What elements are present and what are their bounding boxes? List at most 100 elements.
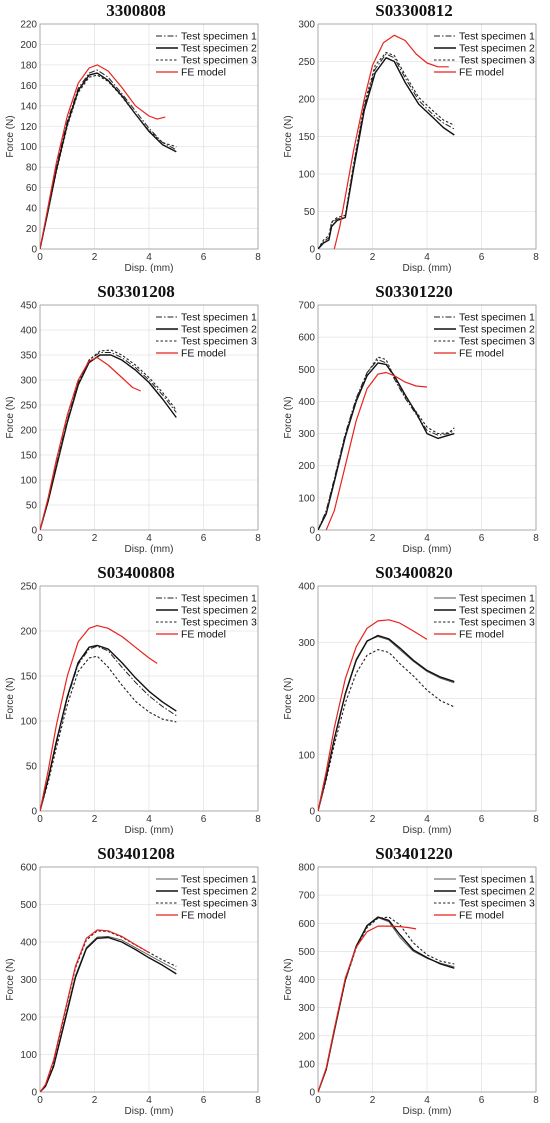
x-tick-label: 0 — [315, 1095, 321, 1106]
x-tick-label: 2 — [92, 533, 98, 544]
y-tick-label: 220 — [20, 20, 37, 31]
y-tick-label: 20 — [26, 224, 38, 235]
y-tick-label: 500 — [298, 365, 315, 376]
x-tick-label: 8 — [533, 1095, 539, 1106]
chart-svg: 0 2 4 6 8 0 50 100 150 200 250 Disp. (mm) Force (N) T… — [5, 582, 261, 837]
plot-frame — [317, 585, 537, 812]
chart-svg: 0 2 4 6 8 0 50 100 150 200 250 300 Disp. (mm) Force (… — [283, 20, 539, 275]
y-tick-label: 300 — [298, 638, 315, 649]
x-tick-label: 0 — [37, 1095, 43, 1106]
y-tick-label: 300 — [20, 376, 37, 387]
y-tick-label: 200 — [298, 95, 315, 106]
x-tick-label: 8 — [533, 252, 539, 263]
y-tick-label: 200 — [298, 694, 315, 705]
y-tick-label: 100 — [20, 142, 37, 153]
y-tick-label: 0 — [309, 526, 315, 537]
series-line-fe-model — [40, 929, 150, 1092]
x-axis-label: Disp. (mm) — [125, 544, 174, 555]
chart-panel: S03400820 0 2 4 6 8 0 100 200 300 400 Disp. (mm) For… — [278, 562, 550, 842]
y-axis-label: Force (N) — [5, 677, 16, 719]
series-line-specimen-2 — [40, 936, 177, 1092]
y-tick-label: 0 — [31, 1088, 37, 1099]
chart-title: S03301208 — [97, 282, 175, 301]
x-axis-label: Disp. (mm) — [125, 1106, 174, 1117]
legend-label: FE model — [181, 348, 226, 360]
y-axis-label: Force (N) — [283, 396, 294, 438]
chart-panel: S03401220 0 2 4 6 8 0 100 200 300 400 500 600 700 800 D… — [278, 843, 550, 1123]
x-tick-label: 4 — [146, 252, 152, 263]
chart-panel: S03300812 0 2 4 6 8 0 50 100 150 200 250 300 Disp. (m… — [278, 0, 550, 280]
x-tick-label: 0 — [315, 252, 321, 263]
x-tick-label: 6 — [479, 533, 485, 544]
x-tick-label: 4 — [424, 814, 430, 825]
y-tick-label: 600 — [298, 919, 315, 930]
series-line-specimen-2 — [318, 634, 455, 811]
plot-frame — [39, 585, 259, 812]
plot-frame — [39, 23, 259, 250]
x-tick-label: 6 — [479, 1095, 485, 1106]
legend-label: FE model — [459, 67, 504, 79]
legend-label: Test specimen 3 — [459, 55, 535, 67]
x-axis-label: Disp. (mm) — [125, 263, 174, 274]
x-tick-label: 4 — [146, 533, 152, 544]
x-tick-label: 0 — [315, 533, 321, 544]
chart-svg: 0 2 4 6 8 0 100 200 300 400 500 600 700 800 Disp. (mm)… — [283, 863, 539, 1118]
x-tick-label: 4 — [424, 533, 430, 544]
y-axis-label: Force (N) — [5, 958, 16, 1000]
series-line-fe-model — [40, 625, 158, 811]
legend-label: Test specimen 3 — [181, 55, 257, 67]
y-tick-label: 50 — [304, 207, 316, 218]
x-tick-label: 6 — [201, 533, 207, 544]
plot-frame — [317, 304, 537, 531]
y-tick-label: 100 — [298, 493, 315, 504]
chart-panel: S03400808 0 2 4 6 8 0 50 100 150 200 250 Disp. (mm) F… — [0, 562, 272, 842]
y-tick-label: 160 — [20, 81, 37, 92]
series-line-specimen-3 — [40, 349, 177, 530]
y-axis-label: Force (N) — [283, 677, 294, 719]
series-line-specimen-3 — [40, 74, 177, 249]
x-tick-label: 4 — [424, 252, 430, 263]
x-tick-label: 4 — [146, 814, 152, 825]
legend-label: Test specimen 2 — [459, 886, 535, 898]
y-tick-label: 0 — [31, 526, 37, 537]
x-tick-label: 6 — [201, 814, 207, 825]
chart-svg: 0 2 4 6 8020406080100120140160180200220Disp.… — [5, 20, 261, 275]
series-line-specimen-2 — [40, 644, 177, 811]
x-tick-label: 6 — [201, 252, 207, 263]
plot-frame — [39, 866, 259, 1093]
y-tick-label: 450 — [20, 301, 37, 312]
series-line-specimen-3 — [318, 649, 455, 811]
y-tick-label: 0 — [309, 807, 315, 818]
legend-label: Test specimen 1 — [459, 593, 535, 605]
y-tick-label: 40 — [26, 204, 38, 215]
x-tick-label: 8 — [255, 1095, 261, 1106]
y-tick-label: 100 — [20, 1050, 37, 1061]
legend-label: FE model — [459, 910, 504, 922]
series-line-specimen-3 — [40, 655, 177, 811]
x-tick-label: 6 — [479, 252, 485, 263]
legend-label: FE model — [459, 629, 504, 641]
chart-svg: 0 2 4 6 8 0 100 200 300 400 500 600 Disp. (mm) Force … — [5, 863, 261, 1118]
plot-frame — [317, 23, 537, 250]
chart-title: S03300812 — [375, 1, 453, 20]
legend-label: Test specimen 1 — [459, 31, 535, 43]
legend-label: Test specimen 2 — [459, 324, 535, 336]
y-tick-label: 600 — [298, 333, 315, 344]
legend-label: FE model — [181, 910, 226, 922]
x-tick-label: 2 — [92, 1095, 98, 1106]
y-tick-label: 300 — [298, 1003, 315, 1014]
y-tick-label: 300 — [20, 975, 37, 986]
y-tick-label: 350 — [20, 351, 37, 362]
y-tick-label: 300 — [298, 20, 315, 31]
legend-label: Test specimen 2 — [459, 43, 535, 55]
chart-panel: 3300808 0 2 4 6 8 0 20 40 60 80 100 120 140 160 180 200 2… — [0, 0, 272, 280]
x-tick-label: 8 — [255, 252, 261, 263]
legend-label: Test specimen 3 — [181, 336, 257, 348]
x-tick-label: 8 — [533, 814, 539, 825]
y-tick-label: 700 — [298, 301, 315, 312]
y-tick-label: 500 — [298, 947, 315, 958]
y-tick-label: 300 — [298, 429, 315, 440]
y-tick-label: 200 — [20, 40, 37, 51]
series-line-fe-model — [325, 371, 428, 530]
series-line-specimen-2 — [318, 362, 455, 530]
